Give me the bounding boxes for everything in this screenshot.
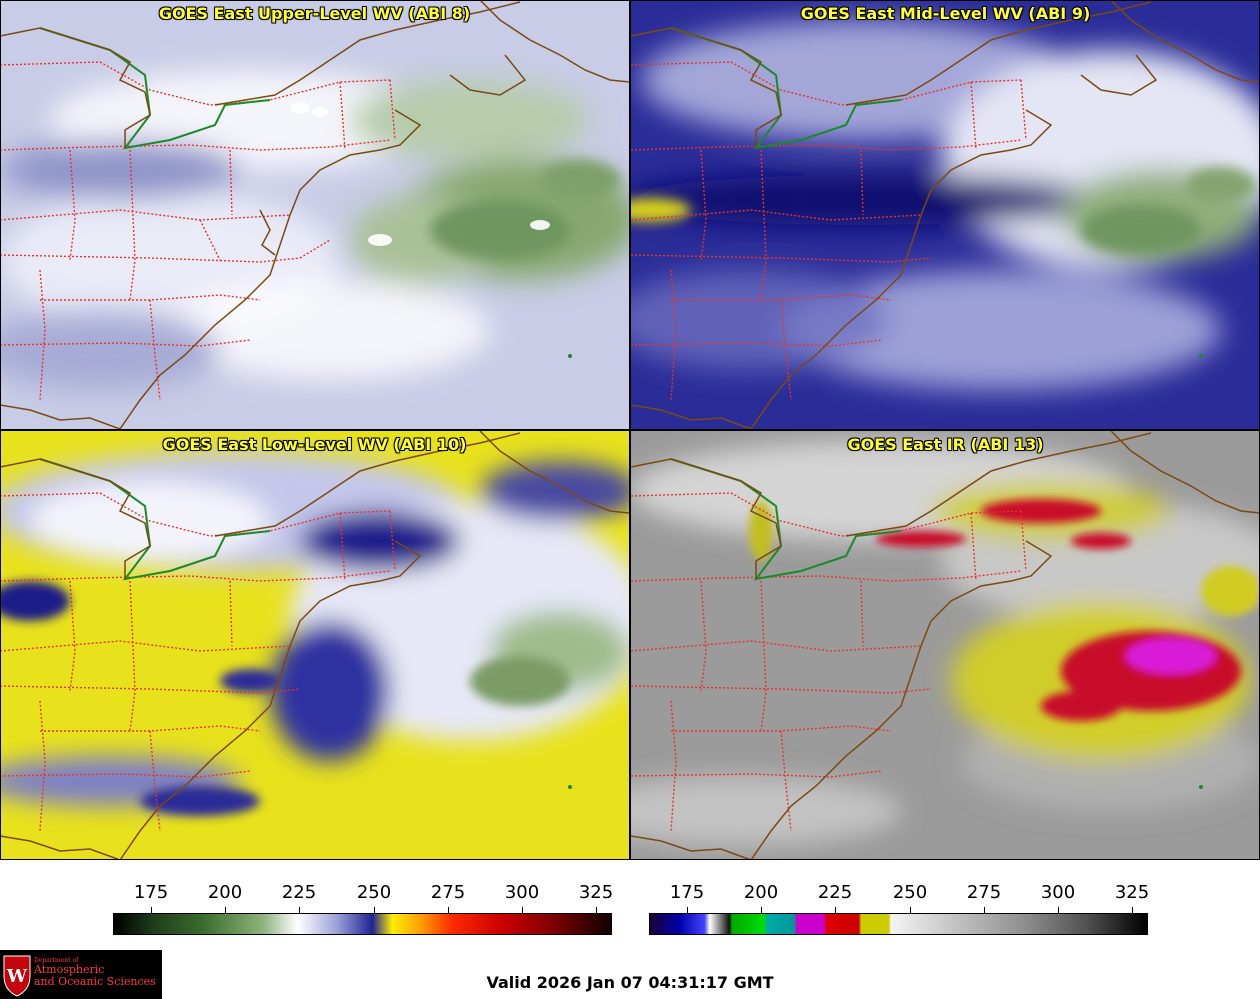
panel-title: GOES East Low-Level WV (ABI 10) — [162, 435, 467, 454]
ir-color-scale: 175 200 225 250 275 300 325 — [649, 870, 1150, 940]
panel-title: GOES East IR (ABI 13) — [847, 435, 1044, 454]
ir-color-bar — [649, 913, 1148, 935]
wv-scale-tick — [151, 907, 152, 913]
wv-color-scale: 175 200 225 250 275 300 325 — [113, 870, 614, 940]
ir-scale-tick-label: 300 — [1040, 882, 1076, 903]
wv-scale-tick-label: 275 — [430, 882, 466, 903]
wv-scale-tick — [225, 907, 226, 913]
ir-scale-tick — [687, 907, 688, 913]
panel-title: GOES East Mid-Level WV (ABI 9) — [800, 4, 1091, 23]
panel-mid-level-wv: GOES East Mid-Level WV (ABI 9) — [631, 0, 1260, 429]
logo-line2: and Oceanic Sciences — [34, 975, 156, 988]
crest-letter: W — [6, 966, 28, 987]
ir-scale-tick — [1132, 907, 1133, 913]
logo-line1: Atmospheric — [34, 963, 105, 976]
upper-level-wv-image — [0, 0, 629, 429]
low-level-wv-image — [0, 431, 629, 860]
ir-scale-tick — [910, 907, 911, 913]
panel-ir: GOES East IR (ABI 13) — [631, 431, 1260, 860]
wv-scale-tick — [374, 907, 375, 913]
wv-scale-tick — [596, 907, 597, 913]
ir-scale-tick-label: 200 — [743, 882, 779, 903]
aos-logo: W Department of Atmospheric and Oceanic … — [0, 950, 162, 999]
ir-image — [631, 431, 1260, 860]
ir-scale-tick-label: 275 — [966, 882, 1002, 903]
wv-scale-tick — [448, 907, 449, 913]
wv-color-bar — [113, 913, 612, 935]
ir-scale-tick-label: 250 — [892, 882, 928, 903]
wv-scale-tick — [299, 907, 300, 913]
wv-scale-tick — [522, 907, 523, 913]
wv-scale-tick-label: 200 — [207, 882, 243, 903]
wv-scale-tick-label: 175 — [133, 882, 169, 903]
ir-scale-tick — [761, 907, 762, 913]
panel-low-level-wv: GOES East Low-Level WV (ABI 10) — [0, 431, 629, 860]
mid-level-wv-image — [631, 0, 1260, 429]
ir-scale-tick-label: 225 — [817, 882, 853, 903]
ir-scale-tick — [1058, 907, 1059, 913]
wv-scale-tick-label: 325 — [578, 882, 614, 903]
wv-scale-tick-label: 250 — [356, 882, 392, 903]
ir-scale-tick-label: 325 — [1114, 882, 1150, 903]
logo-text: Department of Atmospheric and Oceanic Sc… — [34, 957, 156, 988]
logo-department: Department of — [34, 957, 79, 964]
wv-scale-tick-label: 300 — [504, 882, 540, 903]
ir-scale-tick-label: 175 — [669, 882, 705, 903]
uw-crest-icon: W — [3, 955, 31, 997]
ir-scale-tick — [984, 907, 985, 913]
panel-title: GOES East Upper-Level WV (ABI 8) — [158, 4, 471, 23]
wv-scale-tick-label: 225 — [281, 882, 317, 903]
valid-time: Valid 2026 Jan 07 04:31:17 GMT — [486, 973, 774, 992]
ir-scale-tick — [835, 907, 836, 913]
panel-upper-level-wv: GOES East Upper-Level WV (ABI 8) — [0, 0, 629, 429]
